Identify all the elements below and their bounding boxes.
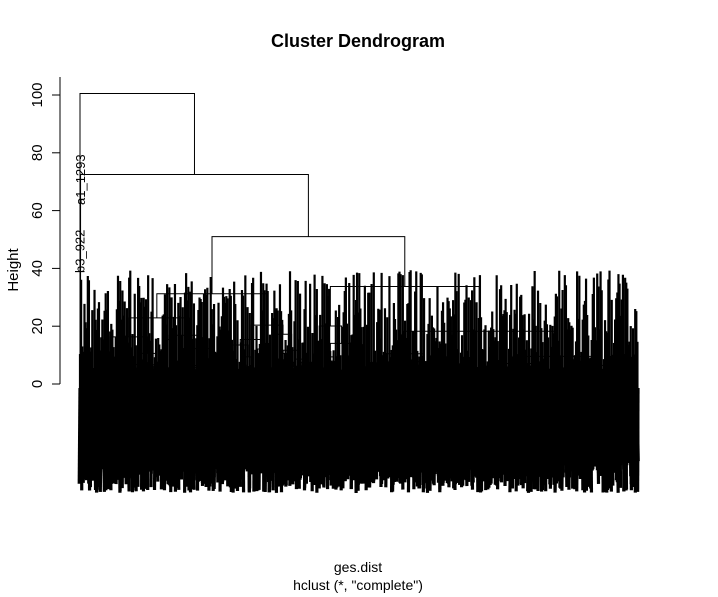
leaf-label-a1-1293: a1_1293	[73, 154, 88, 205]
merge-link	[79, 93, 195, 383]
merge-link	[211, 236, 406, 294]
y-tick-label: 80	[29, 144, 46, 161]
chart-title: Cluster Dendrogram	[271, 31, 445, 51]
leaf-labels: a1_1293 b3_922	[73, 154, 88, 273]
leaf-label-b3-922: b3_922	[73, 230, 88, 273]
y-axis-ticks: 0 20 40 60 80 100	[29, 82, 60, 388]
y-tick-label: 60	[29, 202, 46, 219]
y-tick-label: 20	[29, 318, 46, 335]
y-tick-label: 0	[29, 380, 46, 388]
y-axis: 0 20 40 60 80 100 Height	[5, 77, 61, 388]
y-tick-label: 40	[29, 260, 46, 277]
x-axis-label: ges.dist	[334, 559, 382, 575]
y-tick-label: 100	[29, 82, 46, 107]
leaf-label-mass	[77, 270, 640, 493]
y-axis-label: Height	[5, 247, 22, 291]
chart-subtitle: hclust (*, "complete")	[293, 577, 423, 593]
